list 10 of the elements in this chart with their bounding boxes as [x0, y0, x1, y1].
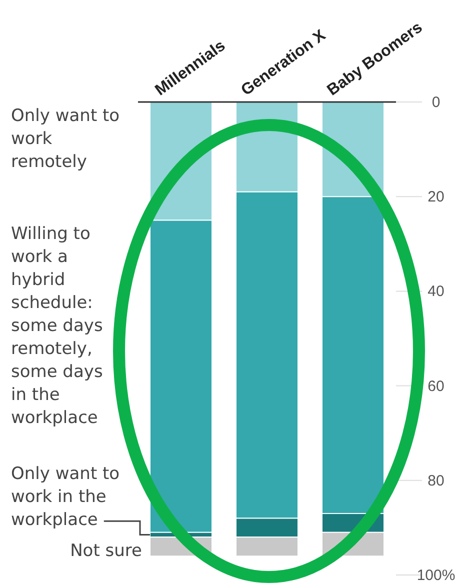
- y-tick-label: 40: [428, 283, 444, 300]
- y-tick-label: 60: [428, 378, 444, 395]
- series-label: Not sure: [70, 541, 142, 562]
- y-tick-label: 80: [428, 472, 444, 490]
- y-tick-label: 20: [428, 188, 444, 206]
- text: Willing to work a hybrid schedule: some days remotely, some days in the workplace: [11, 224, 103, 428]
- series-label: Only want to work in the workplace: [11, 464, 120, 530]
- series-label: Only want to work remotely: [11, 106, 120, 172]
- y-tick-label: 100%: [416, 567, 456, 584]
- y-tick-label: 0: [432, 94, 440, 111]
